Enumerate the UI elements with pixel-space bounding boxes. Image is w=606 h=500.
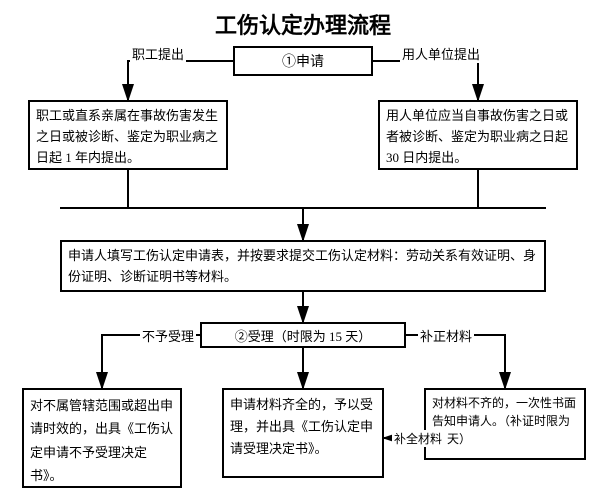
label-supplement: 补正材料 xyxy=(418,326,474,345)
label-not-accept: 不予受理 xyxy=(140,326,196,345)
node-apply: ①申请 xyxy=(233,46,373,76)
label-supplement-loop: 补全材料 xyxy=(392,430,444,447)
node-employer: 用人单位应当自事故伤害之日或者被诊断、鉴定为职业病之日起 30 日内提出。 xyxy=(378,100,578,170)
label-left-apply: 职工提出 xyxy=(130,44,186,63)
node-incomplete: 对材料不齐的，一次性书面告知申请人。（补证时限为 15 天） xyxy=(424,388,586,460)
node-approve: 申请材料齐全的，予以受理，并出具《工伤认定申请受理决定书》。 xyxy=(222,388,384,478)
node-accept: ②受理（时限为 15 天） xyxy=(200,322,406,348)
label-right-apply: 用人单位提出 xyxy=(400,44,482,63)
node-employee: 职工或直系亲属在事故伤害发生之日或被诊断、鉴定为职业病之日起 1 年内提出。 xyxy=(28,100,228,170)
node-fill-form: 申请人填写工伤认定申请表，并按要求提交工伤认定材料：劳动关系有效证明、身份证明、… xyxy=(60,240,546,292)
node-reject: 对不属管辖范围或超出申请时效的，出具《工伤认定申请不予受理决定书》。 xyxy=(22,388,182,488)
